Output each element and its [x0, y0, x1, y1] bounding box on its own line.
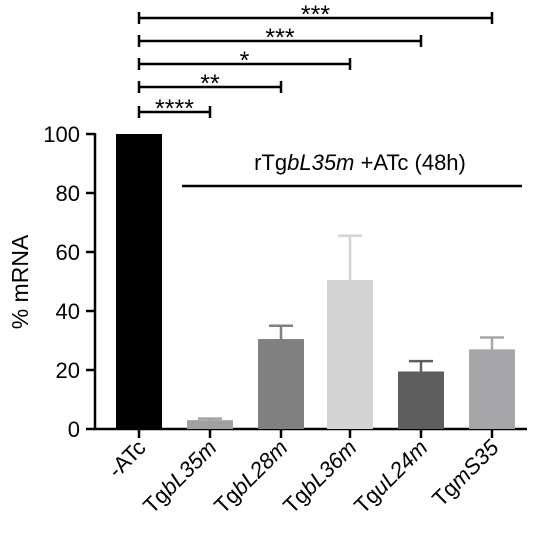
sig-label: ***: [265, 24, 294, 52]
x-tick-label: TguL24m: [349, 435, 432, 518]
bars: [116, 134, 515, 429]
y-tick-label: 60: [56, 240, 80, 265]
significance-brackets: *************: [137, 1, 494, 123]
treatment-annotation: rTgbL35m +ATc (48h): [182, 150, 522, 188]
sig-label: **: [200, 70, 220, 98]
x-tick-label: TgmS35: [427, 434, 504, 511]
bar: [469, 349, 515, 429]
bar: [187, 420, 233, 429]
x-tick-label: TgbL35m: [138, 435, 221, 518]
sig-label: ***: [301, 1, 330, 29]
x-tick-label: TgbL28m: [209, 435, 292, 518]
y-tick-label: 100: [43, 122, 80, 147]
x-tick-label: -ATc: [103, 435, 151, 483]
bar: [327, 280, 373, 429]
bar: [258, 339, 304, 429]
x-tick-label: TgbL36m: [278, 435, 361, 518]
y-axis-label: % mRNA: [7, 234, 33, 329]
y-tick-label: 40: [56, 299, 80, 324]
axes: 0 20 40 60 80 100: [43, 122, 527, 442]
y-tick-label: 80: [56, 181, 80, 206]
y-tick-label: 20: [56, 358, 80, 383]
sig-label: *: [240, 47, 250, 75]
sig-label: ****: [155, 95, 194, 123]
bar: [398, 371, 444, 429]
bar: [116, 134, 162, 429]
y-tick-label: 0: [68, 417, 80, 442]
treatment-label: rTgbL35m +ATc (48h): [254, 150, 466, 175]
